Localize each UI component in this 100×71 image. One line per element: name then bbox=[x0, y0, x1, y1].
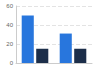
svg-text:40: 40 bbox=[6, 22, 13, 28]
svg-text:0: 0 bbox=[10, 60, 14, 66]
svg-text:60: 60 bbox=[6, 3, 13, 9]
svg-text:20: 20 bbox=[6, 41, 13, 47]
